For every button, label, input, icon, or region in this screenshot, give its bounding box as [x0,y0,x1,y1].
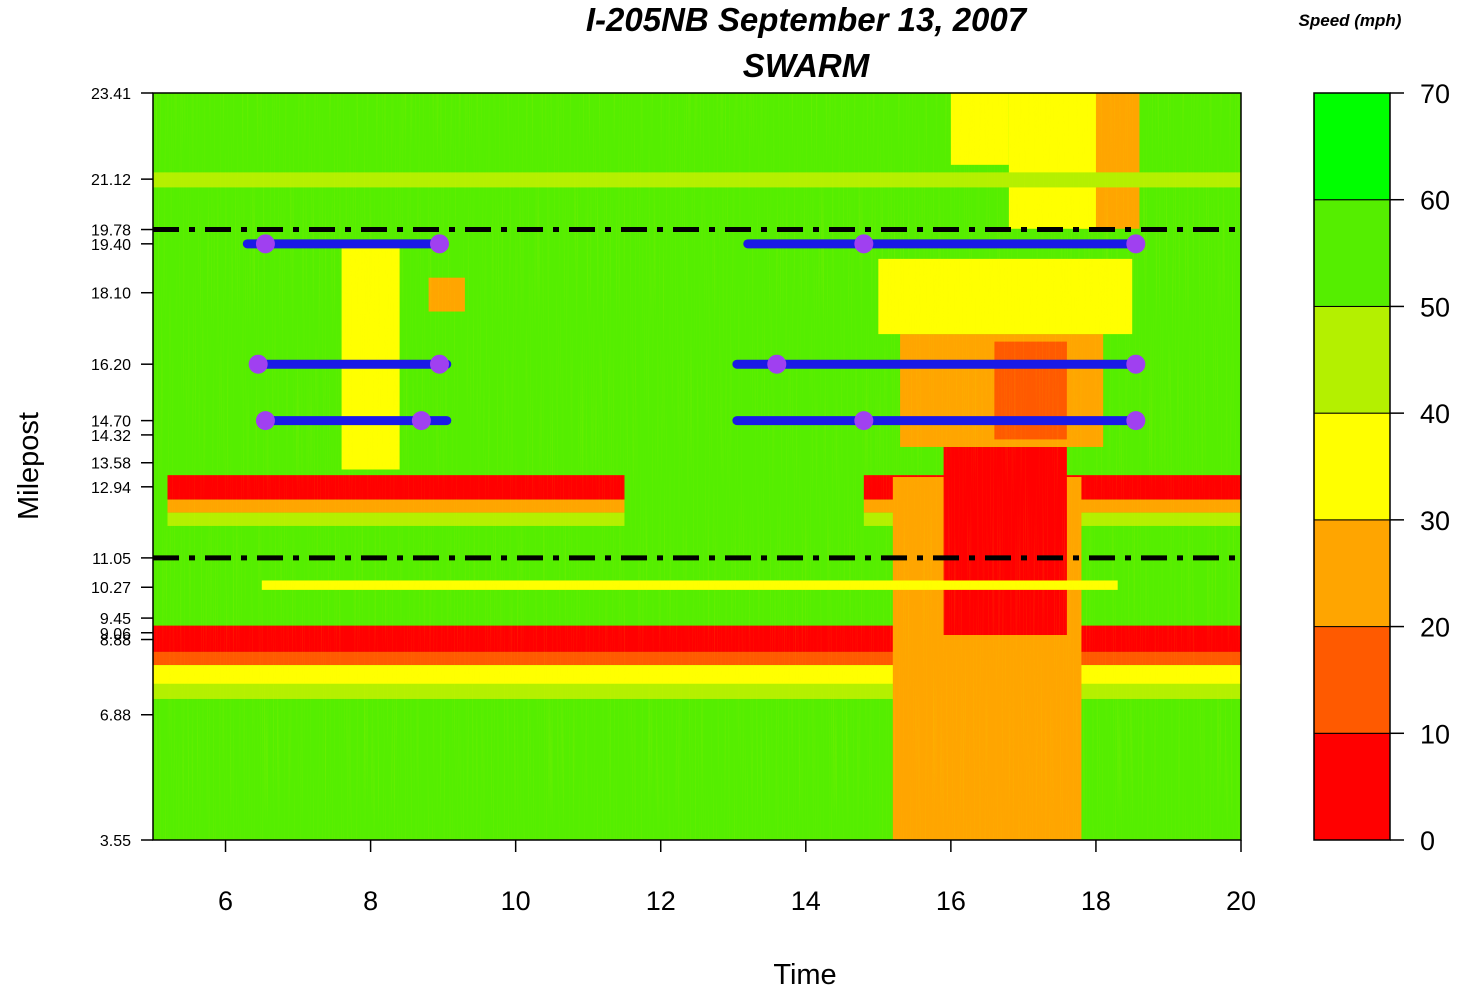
colorbar-frame [1313,92,1391,841]
segment-point [854,234,874,254]
colorbar-tick-label: 70 [1420,79,1450,109]
y-tick-label: 19.40 [91,237,131,254]
y-tick-label: 14.70 [91,414,131,431]
y-tick-label: 9.06 [100,626,131,643]
segment-point [1126,411,1146,431]
colorbar-tick-label: 40 [1420,399,1450,429]
x-axis-label: Time [773,959,836,991]
segment-point [255,234,275,254]
y-tick-label: 11.05 [92,551,131,568]
y-axis: 3.55 6.88 8.889.069.45 10.27 11.05 12.94 13.58… [91,86,153,850]
colorbar-tick-label: 0 [1420,826,1435,856]
y-tick-label: 21.12 [91,172,131,189]
colorbar-tick-label: 50 [1420,292,1450,322]
segment-point [430,234,450,254]
y-tick-label: 6.88 [100,708,131,725]
texture-overlay [153,93,1241,840]
x-tick-label: 16 [936,886,966,916]
y-tick-label: 13.58 [91,456,131,473]
colorbar-bin [1313,199,1391,307]
x-tick-label: 10 [501,886,531,916]
colorbar-tick-label: 60 [1420,186,1450,216]
segment-point [411,411,431,431]
x-tick-label: 18 [1081,886,1111,916]
colorbar-label: Speed (mph) [1299,11,1402,30]
colorbar-tick-label: 20 [1420,613,1450,643]
segment-point [1126,234,1146,254]
y-tick-label: 8.88 [100,633,131,650]
colorbar-bin [1313,305,1391,414]
colorbar: 0 10 20 30 40 50 60 70 [1313,79,1450,856]
segment-point [255,411,275,431]
y-tick-label: 19.78 [91,223,131,240]
colorbar-tick-label: 10 [1420,719,1450,749]
colorbar-bin [1313,732,1391,841]
y-tick-label: 14.32 [91,428,131,445]
colorbar-bin [1313,626,1391,734]
chart-subtitle: SWARM [743,47,871,84]
colorbar-bin [1313,412,1391,521]
x-tick-label: 14 [791,886,821,916]
plot-area [153,93,1241,840]
x-tick-label: 20 [1226,886,1256,916]
y-tick-label: 18.10 [91,286,131,303]
y-tick-label: 10.27 [91,580,131,597]
segment-point [248,354,268,374]
segment-point [430,354,450,374]
colorbar-bin [1313,92,1391,201]
colorbar-bin [1313,519,1391,628]
y-tick-label: 3.55 [100,833,131,850]
x-tick-label: 6 [218,886,233,916]
y-tick-label: 16.20 [91,357,131,374]
x-tick-label: 12 [646,886,676,916]
x-tick-label: 8 [363,886,378,916]
colorbar-tick-label: 30 [1420,506,1450,536]
reference-lines [153,227,1241,561]
plot-frame [152,92,1242,841]
y-tick-label: 9.45 [100,611,131,628]
y-axis-label: Milepost [13,412,45,520]
y-tick-label: 23.41 [91,86,131,103]
segment-point [854,411,874,431]
segment-point [1126,354,1146,374]
chart-title: I-205NB September 13, 2007 [586,1,1028,38]
segment-point [767,354,787,374]
segment-markers [242,234,1146,431]
x-axis: 6 8 10 12 14 16 18 20 [218,840,1256,916]
y-tick-label: 12.94 [91,480,131,497]
